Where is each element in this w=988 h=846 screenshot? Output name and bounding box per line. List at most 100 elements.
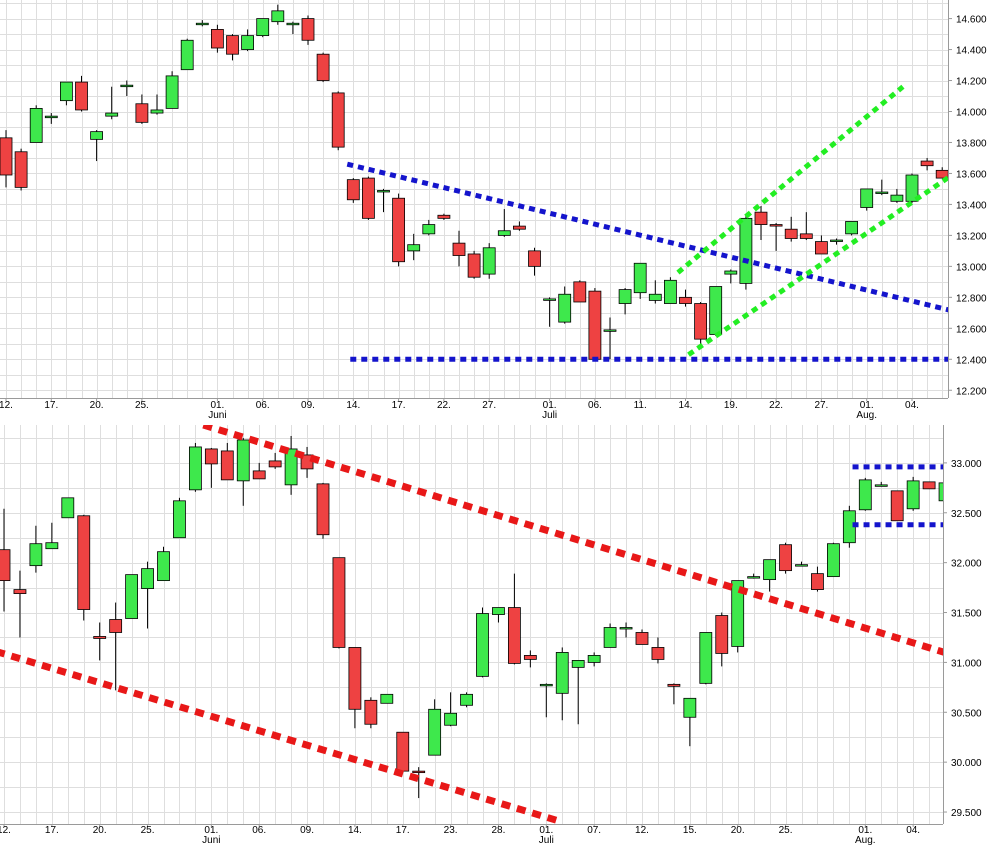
x-tick-label: 25.	[135, 400, 149, 411]
candle-down	[412, 770, 426, 774]
x-tick-label: 20.	[731, 825, 745, 836]
y-tick-label: 32.500	[951, 509, 982, 520]
candle-up	[619, 627, 633, 630]
candle-up	[603, 627, 617, 648]
candle-down	[346, 179, 360, 201]
candle-up	[492, 607, 505, 615]
candle-up	[858, 479, 872, 511]
candle-down	[715, 615, 729, 654]
candle-up	[195, 22, 209, 26]
candle-down	[93, 636, 107, 639]
candle-up	[141, 568, 154, 589]
candle-up	[271, 10, 285, 23]
candle-up	[699, 632, 713, 684]
x-month-label: Juli	[542, 410, 557, 421]
candle-down	[0, 137, 13, 176]
candle-up	[683, 697, 697, 718]
y-tick-label: 31.000	[951, 658, 982, 669]
candle-up	[905, 174, 919, 202]
candle-up	[763, 559, 776, 581]
x-tick-label: 09.	[301, 400, 315, 411]
x-tick-label: 04.	[905, 400, 919, 411]
y-tick-label: 32.000	[951, 559, 982, 570]
candle-down	[667, 683, 681, 687]
x-tick-label: 19.	[724, 400, 738, 411]
candle-up	[428, 708, 442, 756]
y-tick-label: 14.400	[956, 46, 987, 57]
x-tick-label: 27.	[482, 400, 496, 411]
candle-up	[875, 191, 889, 194]
candle-up	[747, 576, 761, 579]
candle-up	[795, 564, 808, 567]
candle-up	[284, 448, 298, 486]
candle-up	[90, 131, 103, 140]
y-tick-label: 30.000	[951, 758, 982, 769]
candle-up	[125, 574, 138, 619]
candle-down	[528, 250, 541, 267]
trendline-red	[0, 648, 564, 824]
y-tick-label: 13.400	[956, 200, 987, 211]
candle-up	[890, 194, 904, 202]
x-tick-label: 23.	[444, 825, 458, 836]
x-tick-label: 01.	[204, 825, 218, 836]
candle-down	[694, 303, 707, 340]
x-tick-label: 22.	[437, 400, 451, 411]
x-tick-label: 06.	[588, 400, 602, 411]
candle-down	[507, 607, 521, 664]
candle-down	[316, 483, 330, 536]
candle-up	[874, 484, 888, 487]
x-tick-label: 25.	[141, 825, 155, 836]
x-tick-label: 17.	[44, 400, 58, 411]
x-tick-label: 15.	[683, 825, 697, 836]
candle-down	[75, 81, 88, 111]
y-tick-label: 30.500	[951, 708, 982, 719]
x-tick-label: 20.	[93, 825, 107, 836]
y-tick-label: 12.200	[956, 386, 987, 397]
y-tick-label: 13.000	[956, 262, 987, 273]
candle-down	[754, 211, 768, 225]
x-tick-label: 06.	[256, 400, 270, 411]
candle-up	[444, 712, 458, 726]
candles	[0, 4, 948, 361]
grid	[0, 425, 943, 824]
candle-down	[331, 92, 345, 148]
candle-down	[523, 655, 537, 660]
x-month-label: Aug.	[855, 835, 876, 846]
candle-up	[422, 224, 436, 235]
candle-down	[316, 53, 330, 81]
candle-down	[396, 731, 410, 772]
candle-up	[105, 112, 119, 117]
candle-up	[739, 217, 753, 284]
x-tick-label: 04.	[906, 825, 920, 836]
x-month-label: Juni	[202, 835, 220, 846]
candle-up	[482, 247, 496, 275]
y-tick-label: 29.500	[951, 808, 982, 819]
candle-down	[348, 647, 362, 710]
x-tick-label: 12.	[0, 825, 11, 836]
candle-down	[799, 233, 813, 239]
candle-down	[679, 296, 692, 304]
candle-down	[220, 450, 234, 481]
x-tick-label: 12.	[0, 400, 13, 411]
candle-down	[14, 151, 28, 188]
candle-down	[573, 281, 587, 303]
candles	[0, 435, 943, 799]
candle-up	[603, 329, 617, 332]
candle-up	[29, 108, 43, 143]
y-tick-label: 14.600	[956, 15, 987, 26]
x-tick-label: 01.	[539, 825, 553, 836]
x-tick-label: 09.	[300, 825, 314, 836]
candle-down	[922, 481, 936, 490]
x-tick-label: 01.	[543, 400, 557, 411]
candle-up	[377, 190, 390, 193]
x-tick-label: 20.	[90, 400, 104, 411]
x-tick-label: 28.	[491, 825, 505, 836]
candle-up	[558, 293, 572, 323]
x-tick-label: 01.	[860, 400, 874, 411]
candle-up	[45, 542, 59, 550]
y-tick-label: 31.500	[951, 609, 982, 620]
candle-up	[539, 683, 553, 687]
x-tick-label: 14.	[679, 400, 693, 411]
y-tick-label: 12.800	[956, 293, 987, 304]
